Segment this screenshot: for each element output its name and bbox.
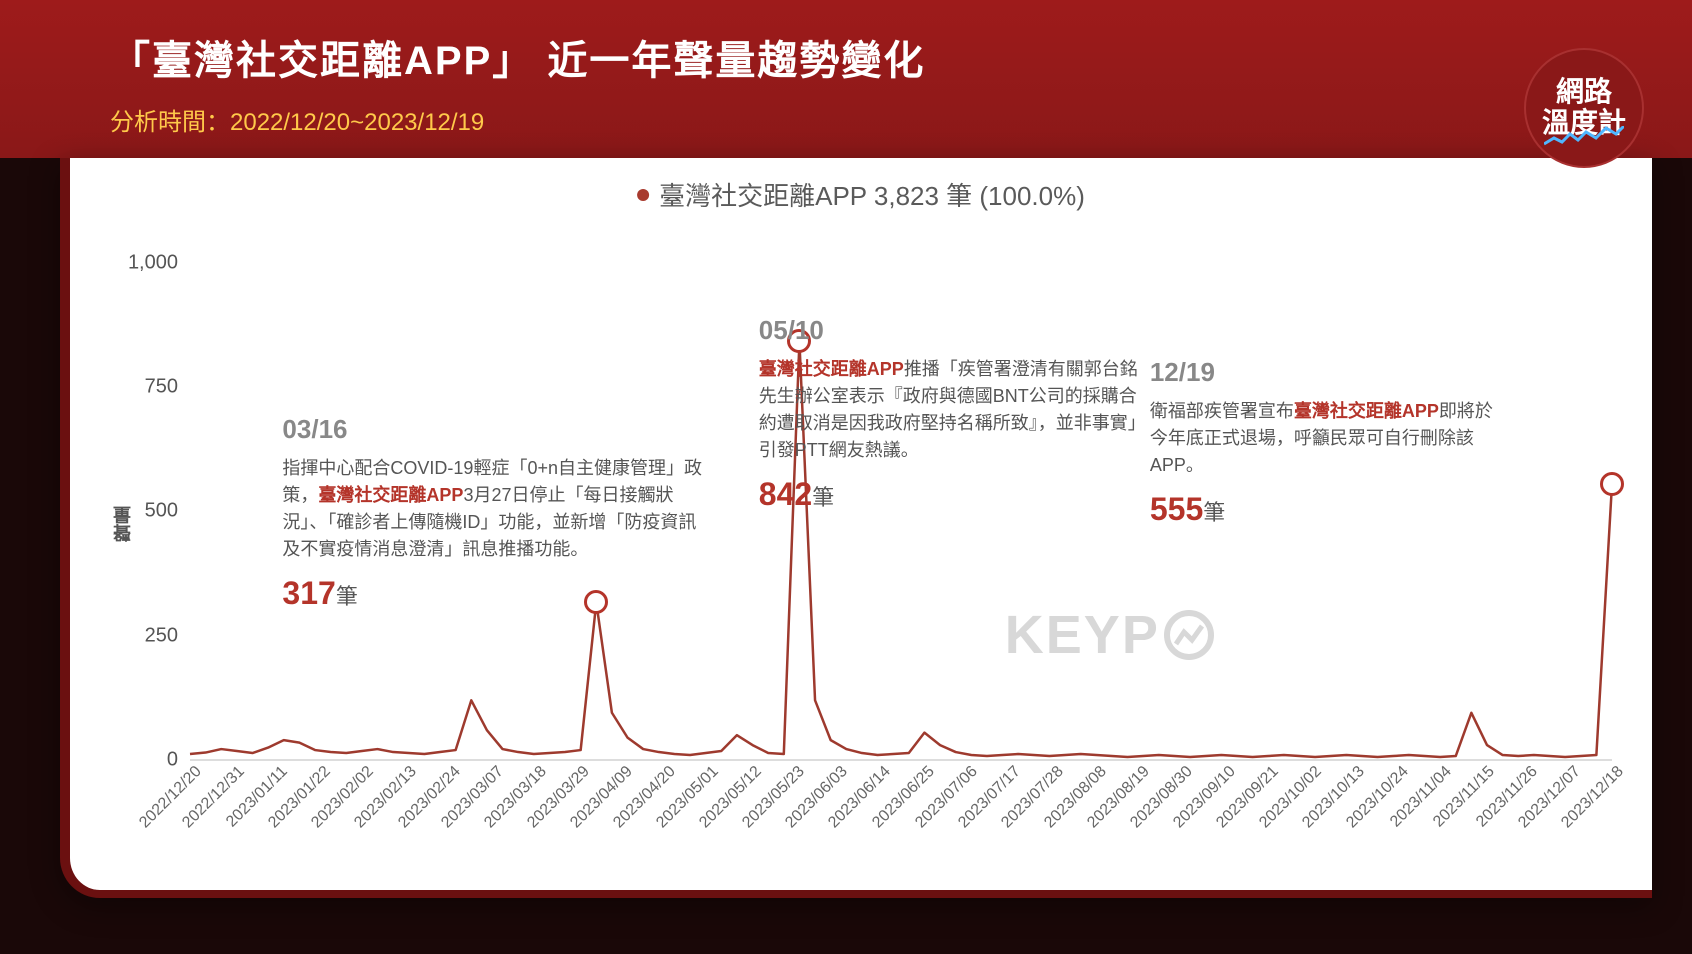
annotation-count: 555筆 [1150, 485, 1510, 533]
page-title: 「臺灣社交距離APP」 近一年聲量趨勢變化 [110, 28, 1632, 86]
logo-text-1: 網路 [1556, 77, 1612, 108]
logo-sparkline-icon [1544, 126, 1624, 148]
annotation-body: 衛福部疾管署宣布臺灣社交距離APP即將於今年底正式退場，呼籲民眾可自行刪除該AP… [1150, 398, 1510, 479]
annotation-highlight: 臺灣社交距離APP [759, 359, 904, 379]
annotation-date: 03/16 [282, 410, 702, 449]
annotation-unit: 筆 [336, 584, 358, 609]
legend-label: 臺灣社交距離APP 3,823 筆 (100.0%) [659, 176, 1085, 213]
annotation-unit: 筆 [812, 485, 834, 510]
y-tick: 250 [110, 624, 190, 647]
y-tick: 1,000 [110, 251, 190, 274]
chart-card: 臺灣社交距離APP 3,823 筆 (100.0%) 聲量 KEYP 02505… [60, 158, 1652, 898]
annotation-body: 指揮中心配合COVID-19輕症「0+n自主健康管理」政策，臺灣社交距離APP3… [282, 455, 702, 563]
brand-logo: 網路 溫度計 [1524, 48, 1644, 168]
annotation-highlight: 臺灣社交距離APP [1294, 401, 1439, 421]
annotation: 05/10 臺灣社交距離APP推播「疾管署澄清有關郭台銘先生辦公室表示『政府與德國… [759, 311, 1139, 518]
chart-legend: 臺灣社交距離APP 3,823 筆 (100.0%) [637, 176, 1085, 213]
header-band: 「臺灣社交距離APP」 近一年聲量趨勢變化 分析時間：2022/12/20~20… [0, 0, 1692, 158]
annotation-body: 臺灣社交距離APP推播「疾管署澄清有關郭台銘先生辦公室表示『政府與德國BNT公司… [759, 356, 1139, 464]
annotation-count: 842筆 [759, 470, 1139, 518]
annotation: 03/16 指揮中心配合COVID-19輕症「0+n自主健康管理」政策，臺灣社交距… [282, 410, 702, 617]
y-tick: 0 [110, 749, 190, 772]
annotation: 12/19 衛福部疾管署宣布臺灣社交距離APP即將於今年底正式退場，呼籲民眾可自行… [1150, 353, 1510, 533]
annotation-date: 05/10 [759, 311, 1139, 350]
annotation-unit: 筆 [1203, 500, 1225, 525]
page-subtitle: 分析時間：2022/12/20~2023/12/19 [110, 102, 1632, 137]
annotation-date: 12/19 [1150, 353, 1510, 392]
legend-marker-icon [637, 189, 649, 201]
annotation-count: 317筆 [282, 569, 702, 617]
watermark-circle-icon [1164, 610, 1214, 660]
y-tick: 500 [110, 500, 190, 523]
peak-marker [1600, 472, 1624, 496]
annotation-highlight: 臺灣社交距離APP [318, 485, 463, 505]
y-tick: 750 [110, 376, 190, 399]
watermark: KEYP [1005, 604, 1214, 666]
plot-area: KEYP 02505007501,0002022/12/202022/12/31… [190, 238, 1612, 760]
watermark-text: KEYP [1005, 604, 1160, 666]
